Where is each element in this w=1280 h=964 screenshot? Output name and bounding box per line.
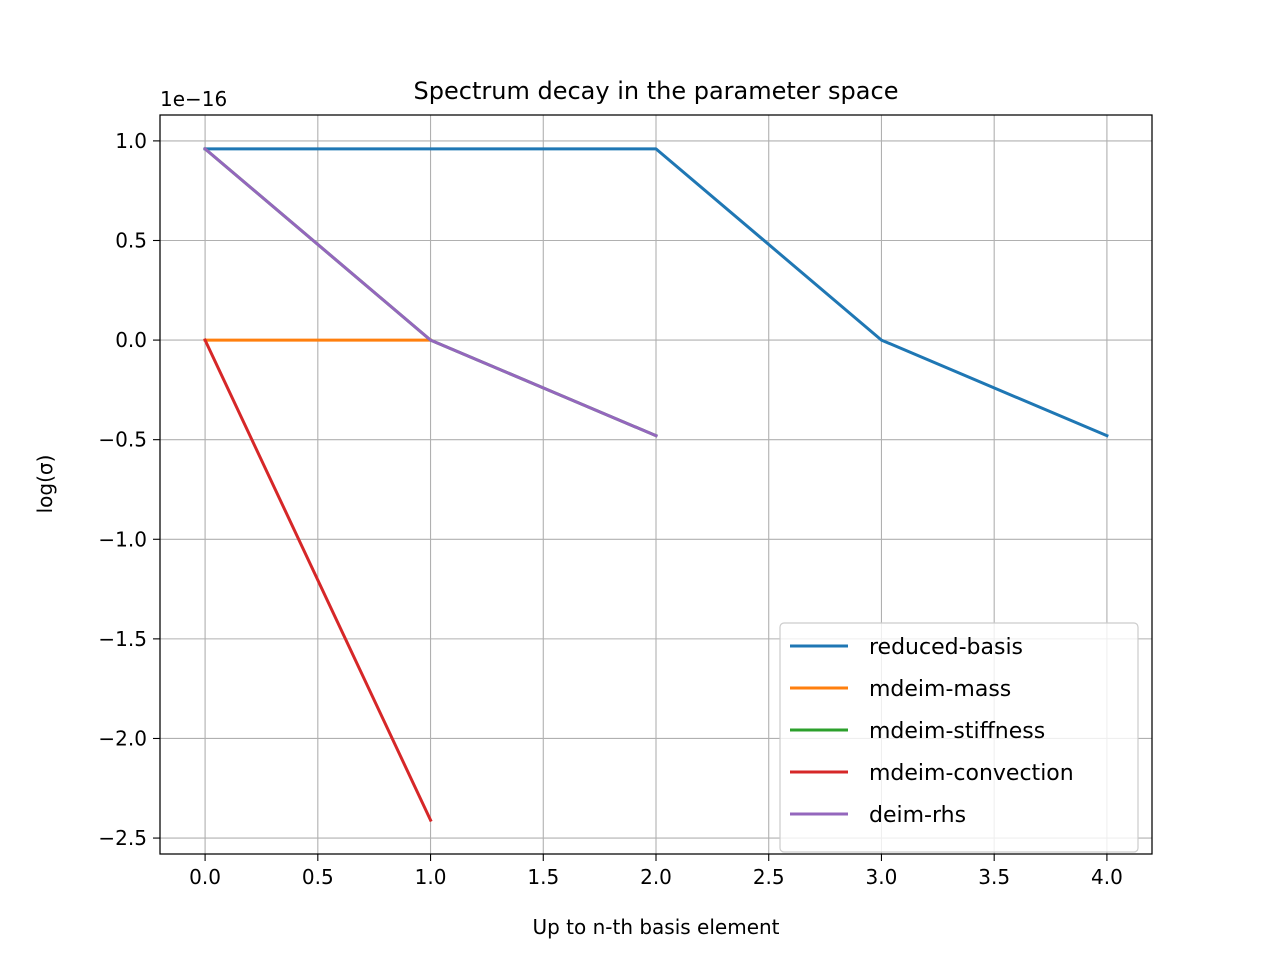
series-line-reduced-basis	[203, 147, 1109, 438]
x-tick-label: 2.5	[753, 865, 785, 889]
y-tick-label: 0.0	[115, 328, 147, 352]
chart-title: Spectrum decay in the parameter space	[414, 77, 899, 105]
y-tick-label: 0.5	[115, 228, 147, 252]
x-axis-ticks: 0.0 0.5 1.0 1.5 2.0 2.5 3.0 3.5 4.0	[189, 854, 1123, 889]
legend-label: deim-rhs	[869, 803, 966, 828]
grid	[160, 115, 1152, 854]
legend: reduced-basis mdeim-mass mdeim-stiffness md…	[779, 622, 1139, 853]
x-tick-label: 0.5	[302, 865, 334, 889]
y-tick-label: −2.5	[98, 826, 147, 850]
y-tick-label: −1.5	[98, 627, 147, 651]
y-tick-label: −0.5	[98, 428, 147, 452]
series-lines	[202, 146, 1109, 823]
series-line-deim-rhs	[202, 146, 658, 438]
x-tick-label: 3.0	[866, 865, 898, 889]
y-tick-label: 1.0	[115, 129, 147, 153]
x-tick-label: 4.0	[1091, 865, 1123, 889]
y-axis-ticks: 1.0 0.5 0.0 −0.5 −1.0 −1.5 −2.0 −2.5	[98, 129, 160, 850]
y-axis-offset-label: 1e−16	[160, 87, 227, 111]
x-tick-label: 3.5	[978, 865, 1010, 889]
y-tick-label: −2.0	[98, 726, 147, 750]
x-axis-label: Up to n-th basis element	[532, 915, 779, 939]
x-tick-label: 2.0	[640, 865, 672, 889]
legend-label: mdeim-stiffness	[869, 719, 1045, 744]
x-tick-label: 1.0	[415, 865, 447, 889]
series-line-mdeim-convection	[203, 338, 433, 823]
legend-label: mdeim-mass	[869, 677, 1011, 702]
legend-label: reduced-basis	[869, 635, 1023, 660]
x-tick-label: 0.0	[189, 865, 221, 889]
y-axis-label: log(σ)	[33, 455, 57, 514]
y-tick-label: −1.0	[98, 527, 147, 551]
x-tick-label: 1.5	[527, 865, 559, 889]
legend-box	[779, 622, 1139, 853]
legend-label: mdeim-convection	[869, 761, 1074, 786]
